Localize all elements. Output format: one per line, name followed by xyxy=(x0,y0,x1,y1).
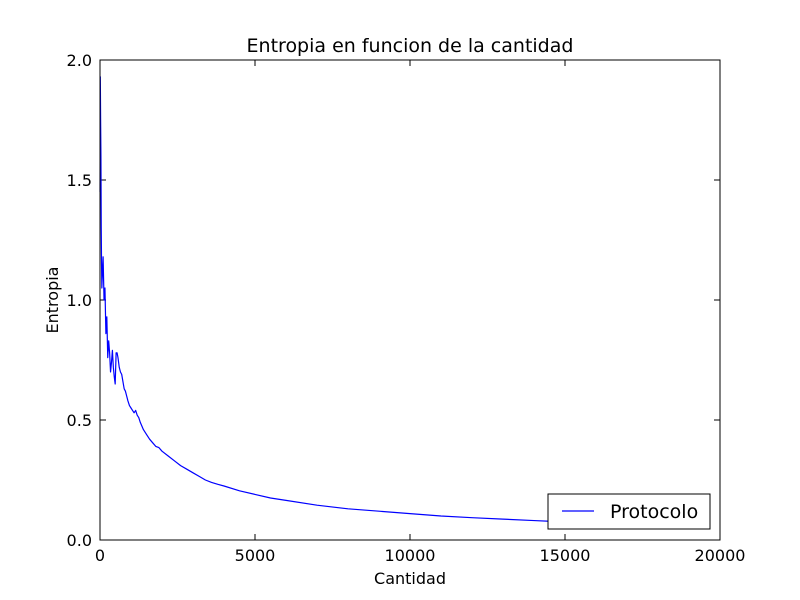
y-tick-label: 0.5 xyxy=(67,411,92,430)
x-tick-label: 10000 xyxy=(385,546,436,565)
x-tick-label: 0 xyxy=(95,546,105,565)
x-axis: 0 5000 10000 15000 20000 xyxy=(95,60,746,565)
y-tick-label: 2.0 xyxy=(67,51,92,70)
x-tick-label: 15000 xyxy=(540,546,591,565)
series-line-protocolo xyxy=(99,76,550,522)
y-axis: 0.0 0.5 1.0 1.5 2.0 xyxy=(67,51,720,550)
y-axis-label: Entropia xyxy=(43,267,62,334)
y-tick-label: 1.5 xyxy=(67,171,92,190)
plot-area xyxy=(100,60,720,540)
x-tick-label: 5000 xyxy=(235,546,276,565)
x-tick-label: 20000 xyxy=(695,546,746,565)
y-tick-label: 1.0 xyxy=(67,291,92,310)
y-tick-label: 0.0 xyxy=(67,531,92,550)
legend-label-protocolo: Protocolo xyxy=(610,501,698,523)
legend: Protocolo xyxy=(547,493,711,530)
plot-frame xyxy=(99,59,721,541)
x-axis-label: Cantidad xyxy=(374,569,446,588)
series-layer xyxy=(99,76,550,522)
chart-title: Entropia en funcion de la cantidad xyxy=(247,35,574,57)
